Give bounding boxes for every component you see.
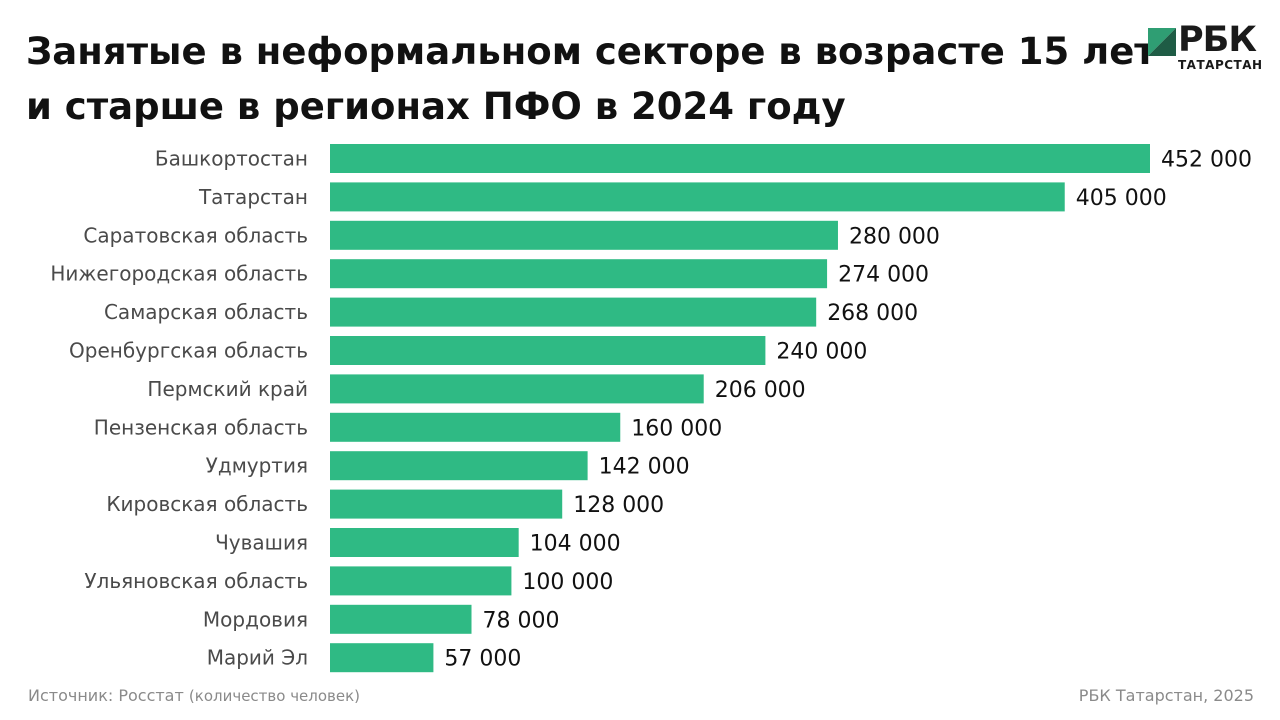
category-label: Пермский край [147, 377, 308, 401]
value-label: 268 000 [827, 301, 918, 326]
unit-note: (количество человек) [188, 687, 361, 705]
category-label: Татарстан [198, 185, 308, 209]
chart-title-line-2: и старше в регионах ПФО в 2024 году [26, 85, 846, 128]
rbc-logo-text: РБК [1178, 20, 1257, 60]
category-label: Ульяновская область [84, 569, 308, 593]
chart-title: Занятые в неформальном секторе в возраст… [26, 24, 1156, 134]
value-label: 240 000 [776, 340, 867, 365]
rbc-logo: РБК ТАТАРСТАН [1148, 20, 1262, 76]
bar [330, 566, 512, 596]
category-label: Оренбургская область [69, 339, 308, 363]
bar [330, 374, 704, 404]
category-label: Чувашия [215, 531, 308, 555]
rbc-logo-mark-icon [1148, 28, 1176, 56]
credit-note: РБК Татарстан, 2025 [1078, 686, 1254, 705]
value-label: 100 000 [522, 570, 613, 595]
bar [330, 489, 563, 519]
value-label: 274 000 [838, 263, 929, 288]
bar [330, 336, 766, 365]
value-label: 104 000 [530, 532, 621, 557]
category-label: Саратовская область [83, 223, 308, 247]
value-label: 142 000 [599, 455, 690, 480]
value-label: 452 000 [1161, 148, 1252, 173]
bar [330, 144, 1150, 173]
source-note: Источник: Росстат (количество человек) [28, 686, 360, 705]
category-label: Самарская область [104, 300, 308, 324]
bar [330, 220, 838, 250]
category-label: Нижегородская область [50, 262, 308, 286]
bar [330, 259, 828, 289]
category-label: Кировская область [106, 492, 308, 516]
category-label: Башкортостан [155, 147, 308, 171]
value-label: 78 000 [483, 608, 560, 633]
category-label: Мордовия [203, 607, 308, 631]
bar [330, 182, 1065, 212]
bar [330, 412, 621, 442]
value-label: 206 000 [715, 378, 806, 403]
value-label: 128 000 [573, 493, 664, 518]
value-label: 57 000 [444, 647, 521, 672]
rbc-logo-subtitle: ТАТАРСТАН [1178, 58, 1263, 72]
source-text: Источник: Росстат [28, 686, 184, 705]
category-label: Марий Эл [207, 646, 308, 670]
bar [330, 604, 472, 634]
bar [330, 297, 817, 327]
category-label: Удмуртия [206, 454, 308, 478]
category-label: Пензенская область [94, 415, 308, 439]
chart-title-line-1: Занятые в неформальном секторе в возраст… [26, 30, 1156, 73]
bar [330, 643, 434, 673]
bar [330, 451, 588, 481]
bar [330, 528, 519, 557]
value-label: 280 000 [849, 224, 940, 249]
value-label: 160 000 [631, 416, 722, 441]
value-label: 405 000 [1076, 186, 1167, 211]
